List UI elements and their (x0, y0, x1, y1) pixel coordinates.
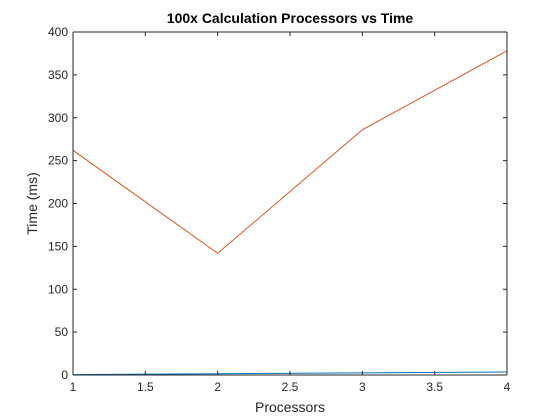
y-tick-label: 200 (48, 197, 68, 211)
y-tick-label: 250 (48, 154, 68, 168)
x-tick-label: 4 (504, 380, 511, 394)
y-tick-label: 150 (48, 239, 68, 253)
y-tick-label: 300 (48, 111, 68, 125)
y-tick-label: 50 (55, 325, 69, 339)
x-axis-label: Processors (255, 399, 325, 415)
x-tick-label: 1.5 (137, 380, 154, 394)
x-tick-label: 3 (359, 380, 366, 394)
ticks-layer: 1 1.5 2 2.5 3 3.5 4 0 50 100 150 200 250 300 350 400 (48, 25, 511, 394)
y-tick-label: 0 (61, 368, 68, 382)
chart-title: 100x Calculation Processors vs Time (167, 10, 414, 26)
x-tick-label: 3.5 (426, 380, 443, 394)
x-tick-label: 2.5 (282, 380, 299, 394)
x-tick-label: 2 (214, 380, 221, 394)
y-axis-label: Time (ms) (24, 172, 40, 234)
y-tick-label: 350 (48, 68, 68, 82)
plot-area (73, 32, 507, 375)
series-line-2 (72, 50, 508, 254)
y-tick-label: 100 (48, 282, 68, 296)
x-tick-label: 1 (70, 380, 77, 394)
y-tick-label: 400 (48, 25, 68, 39)
